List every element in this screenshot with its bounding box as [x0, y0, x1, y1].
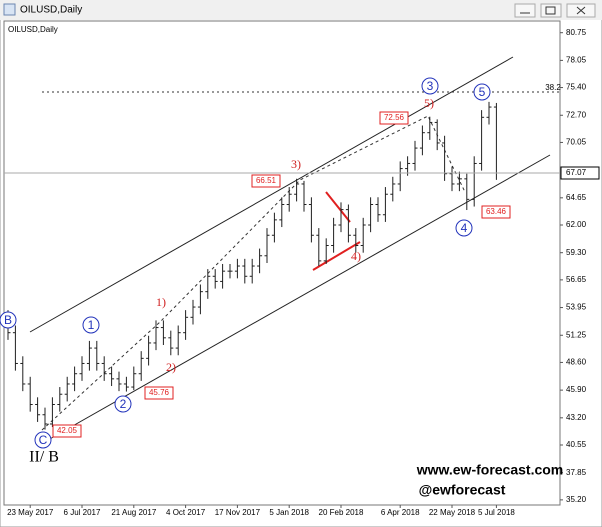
chart-title: OILUSD,Daily	[8, 25, 58, 34]
x-tick-label: 22 May 2018	[429, 508, 476, 517]
price-box-label: 42.05	[57, 426, 78, 435]
channel-upper	[29, 56, 514, 333]
y-tick-label: 70.05	[566, 138, 587, 147]
window-icon	[3, 3, 16, 16]
wave-circle	[114, 395, 132, 413]
y-tick-label: 62.00	[566, 220, 587, 229]
y-tick-label: 51.25	[566, 330, 587, 339]
y-tick-label: 78.05	[566, 55, 587, 64]
wave-label: 2	[120, 397, 127, 411]
x-tick-label: 6 Apr 2018	[381, 508, 420, 517]
x-tick-label: 6 Jul 2017	[64, 508, 101, 517]
wave-label: 3)	[291, 157, 301, 171]
wave-label: B	[4, 313, 12, 327]
degree-label: II/ B	[29, 449, 59, 466]
x-tick-label: 21 Aug 2017	[111, 508, 156, 517]
x-tick-label: 20 Feb 2018	[319, 508, 364, 517]
x-tick-label: 23 May 2017	[7, 508, 54, 517]
price-box-label: 45.76	[149, 388, 170, 397]
plot-area	[3, 20, 561, 506]
wave-label: 1)	[156, 295, 166, 309]
y-tick-label: 48.60	[566, 358, 587, 367]
y-tick-label: 64.65	[566, 193, 587, 202]
y-tick-label: 43.20	[566, 413, 587, 422]
price-box	[481, 205, 511, 219]
maximize-icon	[545, 6, 556, 15]
x-tick-label: 17 Nov 2017	[215, 508, 261, 517]
current-price-label: 67.07	[566, 168, 587, 177]
x-tick-label: 5 Jan 2018	[269, 508, 309, 517]
y-tick-label: 53.95	[566, 303, 587, 312]
wave-label: 4	[461, 221, 468, 235]
minimize-button[interactable]	[514, 3, 536, 18]
y-tick-label: 45.90	[566, 385, 587, 394]
title-bar	[0, 0, 602, 20]
close-icon	[576, 6, 586, 15]
y-tick-label: 59.30	[566, 248, 587, 257]
x-tick-label: 5 Jul 2018	[478, 508, 515, 517]
price-box-label: 63.46	[486, 207, 507, 216]
watermark: @ewforecast	[419, 482, 506, 498]
wave-circle	[82, 316, 100, 334]
wave-circle	[421, 77, 439, 95]
wave-path	[41, 115, 466, 431]
y-tick-label: 35.20	[566, 495, 587, 504]
window-title: OILUSD,Daily	[20, 5, 82, 16]
price-box	[52, 424, 82, 438]
wave-label: 5	[479, 85, 486, 99]
wave-circle	[473, 83, 491, 101]
wave-label: 1	[88, 318, 95, 332]
maximize-button[interactable]	[540, 3, 562, 18]
current-price-box	[560, 166, 600, 180]
wave-label: 3	[427, 79, 434, 93]
y-tick-label: 37.85	[566, 468, 587, 477]
price-box	[251, 174, 281, 188]
y-tick-label: 80.75	[566, 28, 587, 37]
price-box	[144, 386, 174, 400]
wave-circle	[0, 311, 17, 329]
wave-label: C	[39, 433, 48, 447]
y-tick-label: 72.70	[566, 110, 587, 119]
wave-circle	[455, 219, 473, 237]
triangle-line	[312, 241, 361, 271]
y-tick-label: 75.40	[566, 83, 587, 92]
wave-label: 4)	[351, 249, 361, 263]
x-tick-label: 4 Oct 2017	[166, 508, 206, 517]
triangle-line	[325, 191, 351, 223]
watermark: www.ew-forecast.com	[416, 462, 564, 478]
y-tick-label: 40.55	[566, 440, 587, 449]
price-box-label: 66.51	[256, 176, 277, 185]
wave-label: 2)	[166, 360, 176, 374]
price-box	[379, 111, 409, 125]
fib-label: 38.2	[545, 83, 561, 92]
wave-label: 5)	[424, 96, 434, 110]
y-tick-label: 56.65	[566, 275, 587, 284]
price-box-label: 72.56	[384, 113, 405, 122]
wave-circle	[34, 431, 52, 449]
